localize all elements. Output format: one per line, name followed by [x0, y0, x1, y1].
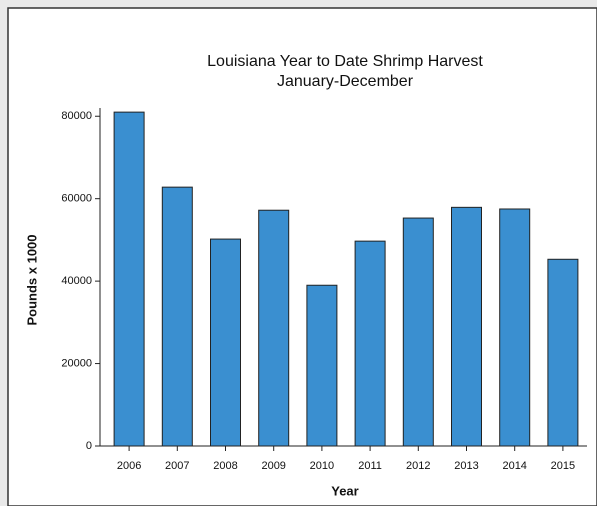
- x-tick-label: 2010: [310, 460, 334, 472]
- x-tick-label: 2008: [213, 460, 237, 472]
- bar: [161, 186, 193, 447]
- x-tick-label: 2014: [502, 460, 526, 472]
- y-tick-label: 20000: [61, 357, 92, 369]
- x-tick-label: 2007: [165, 460, 189, 472]
- chart-title: Louisiana Year to Date Shrimp Harvest: [207, 53, 483, 70]
- bar: [547, 258, 579, 447]
- x-tick-label: 2012: [406, 460, 430, 472]
- bar: [451, 206, 482, 447]
- bar: [113, 111, 145, 447]
- bar: [402, 217, 434, 447]
- x-tick-label: 2015: [551, 460, 575, 472]
- y-tick-label: 60000: [61, 193, 92, 205]
- x-tick-label: 2013: [454, 460, 478, 472]
- y-tick-label: 40000: [61, 275, 92, 287]
- chart-subtitle: January-December: [277, 73, 414, 90]
- bar: [306, 284, 338, 447]
- y-tick-label: 80000: [61, 110, 92, 122]
- y-axis-label: Pounds x 1000: [24, 234, 39, 325]
- x-tick-label: 2009: [261, 460, 285, 472]
- y-tick-label: 0: [86, 440, 92, 452]
- bar: [210, 238, 241, 447]
- x-tick-label: 2011: [358, 460, 382, 472]
- x-tick-label: 2006: [117, 460, 141, 472]
- x-axis-label: Year: [331, 483, 358, 498]
- chart-panel: [7, 7, 597, 506]
- bar: [499, 208, 531, 447]
- bar: [258, 209, 290, 447]
- bar: [354, 240, 386, 447]
